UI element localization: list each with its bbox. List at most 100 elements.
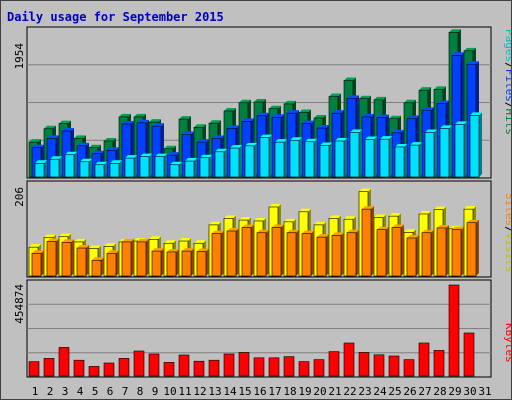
day-label-5: 5: [92, 385, 99, 398]
bar-top: [194, 240, 206, 244]
bar-top: [362, 206, 374, 210]
bar-top: [272, 224, 284, 228]
bar-top: [314, 221, 326, 225]
bar-top: [80, 158, 92, 162]
bar-top: [422, 229, 434, 233]
day-label-22: 22: [343, 385, 356, 398]
bar-pages-day-27: [424, 132, 435, 178]
bar-side: [311, 230, 314, 276]
bar-side: [299, 137, 302, 177]
bar-top: [65, 151, 77, 155]
bar-top: [149, 119, 161, 123]
bar-top: [335, 138, 347, 142]
day-label-18: 18: [283, 385, 296, 398]
hits-files-pages-legend: Pages/Files/Hits: [503, 29, 511, 135]
bar-side: [254, 142, 257, 177]
bar-top: [407, 234, 419, 238]
bar-top: [212, 135, 224, 139]
bar-side: [464, 121, 467, 177]
bar-side: [356, 229, 359, 276]
bar-side: [74, 151, 77, 177]
bar-top: [170, 161, 182, 165]
bar-top: [47, 238, 59, 242]
bar-top: [377, 226, 389, 230]
bar-top: [239, 217, 251, 221]
day-label-23: 23: [358, 385, 371, 398]
bar-side: [419, 142, 422, 177]
bar-top: [152, 123, 164, 127]
bar-top: [287, 110, 299, 114]
bar-sites-day-19: [301, 233, 312, 277]
bar-sites-day-25: [391, 227, 402, 277]
bar-top: [215, 148, 227, 152]
bar-top: [122, 120, 134, 124]
day-axis-labels: 1 2 3 4 5 6 7 8 9 10 11 12 13 14 15 16 17 18 19 20 21 22 23 24 2…: [32, 385, 492, 398]
bar-pages-day-25: [394, 146, 405, 178]
bar-side: [281, 224, 284, 276]
bar-kbytes-day-6: [103, 362, 115, 377]
bar-top: [254, 99, 266, 103]
bar-kbytes-day-21: [328, 351, 340, 377]
bar-top: [137, 119, 149, 123]
day-label-4: 4: [77, 385, 84, 398]
bar-top: [104, 243, 116, 247]
bar-kbytes-day-29: [448, 284, 460, 377]
day-label-21: 21: [328, 385, 341, 398]
bar-top: [125, 155, 137, 159]
bar-top: [332, 232, 344, 236]
bar-kbytes-day-23: [358, 352, 370, 377]
bar-top: [29, 244, 41, 248]
day-label-8: 8: [137, 385, 144, 398]
day-label-14: 14: [223, 385, 237, 398]
bar-top: [224, 215, 236, 219]
bar-top: [437, 224, 449, 228]
bar-pages-day-7: [124, 157, 135, 178]
bar-side: [149, 153, 152, 177]
bar-top: [149, 236, 161, 240]
bar-top: [257, 112, 269, 116]
bar-top: [167, 248, 179, 252]
kbytes-legend: KBytes: [503, 323, 511, 363]
bar-top: [389, 213, 401, 217]
bar-top: [392, 129, 404, 133]
bar-side: [389, 136, 392, 177]
bar-side: [266, 229, 269, 276]
bar-sites-day-17: [271, 227, 282, 277]
bar-kbytes-day-14: [223, 353, 235, 377]
bar-side: [236, 228, 239, 276]
bar-top: [452, 52, 464, 56]
bar-top: [74, 238, 86, 242]
bar-side: [404, 143, 407, 177]
bar-top: [44, 234, 56, 238]
bar-top: [104, 138, 116, 142]
bar-kbytes-day-15: [238, 352, 250, 377]
day-label-31: 31: [478, 385, 491, 398]
bar-side: [86, 245, 89, 276]
bar-kbytes-day-2: [43, 358, 55, 377]
bar-side: [269, 134, 272, 177]
bar-side: [446, 224, 449, 276]
bar-pages-day-4: [79, 161, 90, 178]
bar-top: [155, 153, 167, 157]
day-label-25: 25: [388, 385, 401, 398]
bar-side: [401, 224, 404, 276]
bar-top: [137, 238, 149, 242]
bar-side: [119, 160, 122, 177]
bar-sites-day-29: [451, 229, 462, 277]
bar-side: [176, 248, 179, 276]
day-label-16: 16: [253, 385, 266, 398]
bar-top: [380, 136, 392, 140]
bar-side: [89, 158, 92, 177]
legend-separator: /: [503, 62, 511, 69]
bar-top: [467, 219, 479, 223]
bar-top: [317, 125, 329, 129]
day-label-12: 12: [193, 385, 206, 398]
bar-top: [302, 230, 314, 234]
bar-top: [107, 147, 119, 151]
bar-top: [455, 121, 467, 125]
bar-top: [35, 160, 47, 164]
day-label-7: 7: [122, 385, 129, 398]
day-label-3: 3: [62, 385, 69, 398]
bar-side: [284, 139, 287, 177]
day-label-9: 9: [152, 385, 159, 398]
